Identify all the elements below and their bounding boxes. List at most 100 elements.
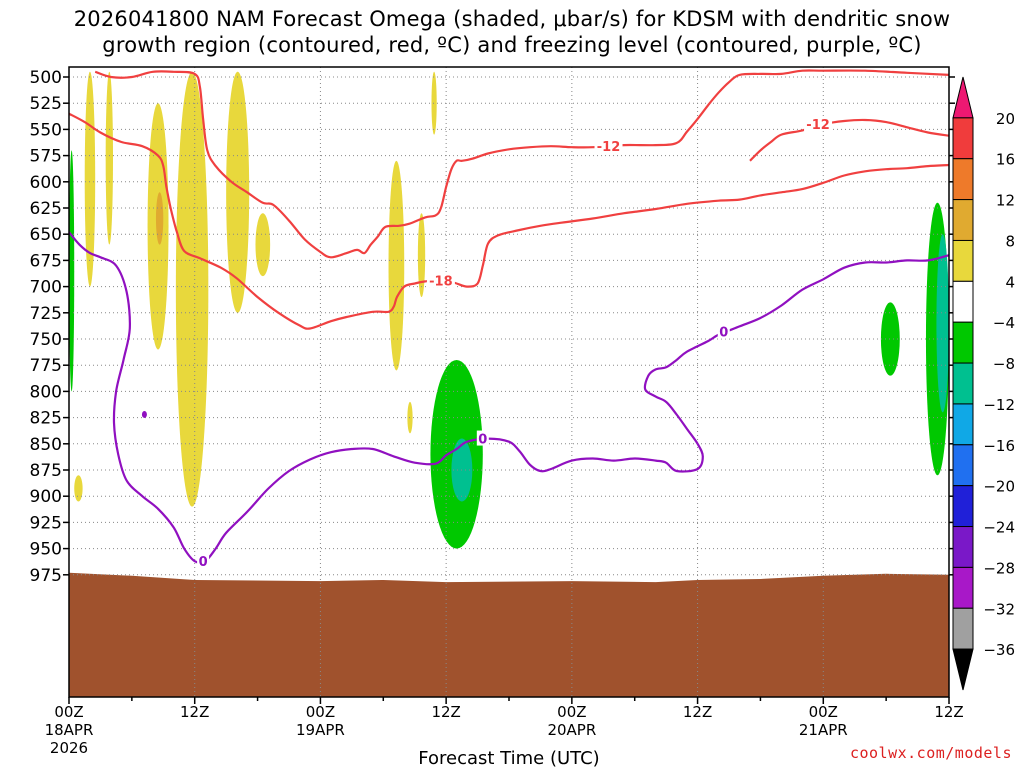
contour-label: 0 [199,555,208,570]
colorbar-segment [952,403,974,446]
x-tick-date: 21APR [799,721,848,739]
x-tick-label: 12Z [683,703,712,721]
x-tick-label: 12Z [180,703,209,721]
x-tick-label: 12Z [431,703,460,721]
y-tick-label: 825 [30,409,62,429]
colorbar-label: −8 [993,355,1015,373]
contour-label-bg [594,138,623,154]
y-tick-label: 925 [30,513,62,533]
y-tick-label: 975 [30,566,62,586]
colorbar-segment [952,280,974,323]
x-tick-date: 20APR [547,721,596,739]
colorbar-label: −4 [993,314,1015,332]
y-tick-label: 875 [30,461,62,481]
colorbar-segment [952,485,974,528]
chart-title-line-2: growth region (contoured, red, ºC) and f… [102,33,922,57]
y-tick-label: 850 [30,435,62,455]
freezing-level-spot [141,410,147,418]
colorbar-segment [952,158,974,201]
x-tick-label: 12Z [934,703,963,721]
contour-label: 0 [478,433,487,448]
y-tick-label: 575 [30,147,62,167]
contour-label: -12 [806,118,830,133]
credit-text: coolwx.com/models [849,744,1012,762]
colorbar-label: 16 [996,151,1015,169]
y-tick-label: 775 [30,356,62,376]
colorbar-label: −36 [983,641,1015,659]
colorbar-segment [952,239,974,282]
omega-region [880,302,900,376]
colorbar-label: 12 [996,192,1015,210]
contour-label-bg [426,272,455,288]
y-tick-label: 550 [30,120,62,140]
omega-region [407,401,413,434]
x-tick-label: 00Z [306,703,335,721]
omega-region [69,150,75,392]
contour-label-bg [197,553,210,569]
contour-label-bg [476,430,489,446]
omega-region [155,192,164,245]
colorbar-label: −20 [983,478,1015,496]
y-tick-label: 600 [30,173,62,193]
ground-layer [69,572,949,697]
chart-title: 2026041800 NAM Forecast Omega (shaded, μ… [0,6,1024,58]
colorbar: 20 16 12 8 4 −4 −8 −12 −16 −20 −24 −28 −32 −36 [952,76,1015,691]
x-axis-label: Forecast Time (UTC) [418,748,599,768]
colorbar-label: −24 [983,519,1015,537]
colorbar-label: 20 [996,110,1015,128]
omega-region [84,71,96,287]
omega-region [417,213,426,298]
dendritic-contour-inner-minus12 [749,118,949,162]
y-tick-label: 950 [30,540,62,560]
chart-title-line-1: 2026041800 NAM Forecast Omega (shaded, μ… [73,7,951,31]
y-tick-label: 625 [30,199,62,219]
omega-region [388,160,405,371]
colorbar-label: 8 [1005,232,1015,250]
contour-label: 0 [719,326,728,341]
omega-region [74,475,83,502]
x-tick-label: 00Z [809,703,838,721]
axes-layer: 500 525 550 575 600 625 650 675 700 725 750 775 800 8… [30,66,964,768]
colorbar-label: −16 [983,437,1015,455]
freezing-level-contour [69,231,949,564]
colorbar-label: 4 [1005,273,1015,291]
x-tick-date: 18APR [45,721,94,739]
colorbar-segment [952,117,974,160]
y-tick-label: 725 [30,304,62,324]
contour-label-bg [717,323,730,339]
colorbar-segment [952,199,974,241]
colorbar-label: −12 [983,396,1015,414]
colorbar-segment [952,566,974,609]
y-tick-label: 675 [30,251,62,271]
omega-shading-layer [69,71,949,549]
y-tick-label: 650 [30,225,62,245]
colorbar-label: −32 [983,600,1015,618]
y-tick-label: 800 [30,382,62,402]
colorbar-segment [952,321,974,364]
y-tick-label: 750 [30,330,62,350]
colorbar-top-arrow [952,76,974,119]
dendritic-contour-minus12 [94,69,949,259]
omega-region [226,71,250,313]
colorbar-segment [952,607,974,650]
colorbar-segment [952,526,974,568]
omega-region [175,71,209,507]
x-tick-label: 00Z [54,703,83,721]
contour-label: -12 [597,140,621,155]
y-tick-label: 525 [30,94,62,114]
omega-region [105,71,114,245]
ground-surface [69,572,949,697]
contour-label: -18 [429,274,453,289]
omega-region [936,234,949,413]
x-tick-year: 2026 [50,739,88,757]
y-tick-label: 700 [30,278,62,298]
contour-label-bg [804,116,833,132]
omega-region [431,71,437,135]
colorbar-segment [952,362,974,405]
y-tick-label: 900 [30,487,62,507]
grid-layer [69,67,949,697]
omega-region [255,213,271,277]
x-tick-date: 19APR [296,721,345,739]
colorbar-segment [952,444,974,487]
